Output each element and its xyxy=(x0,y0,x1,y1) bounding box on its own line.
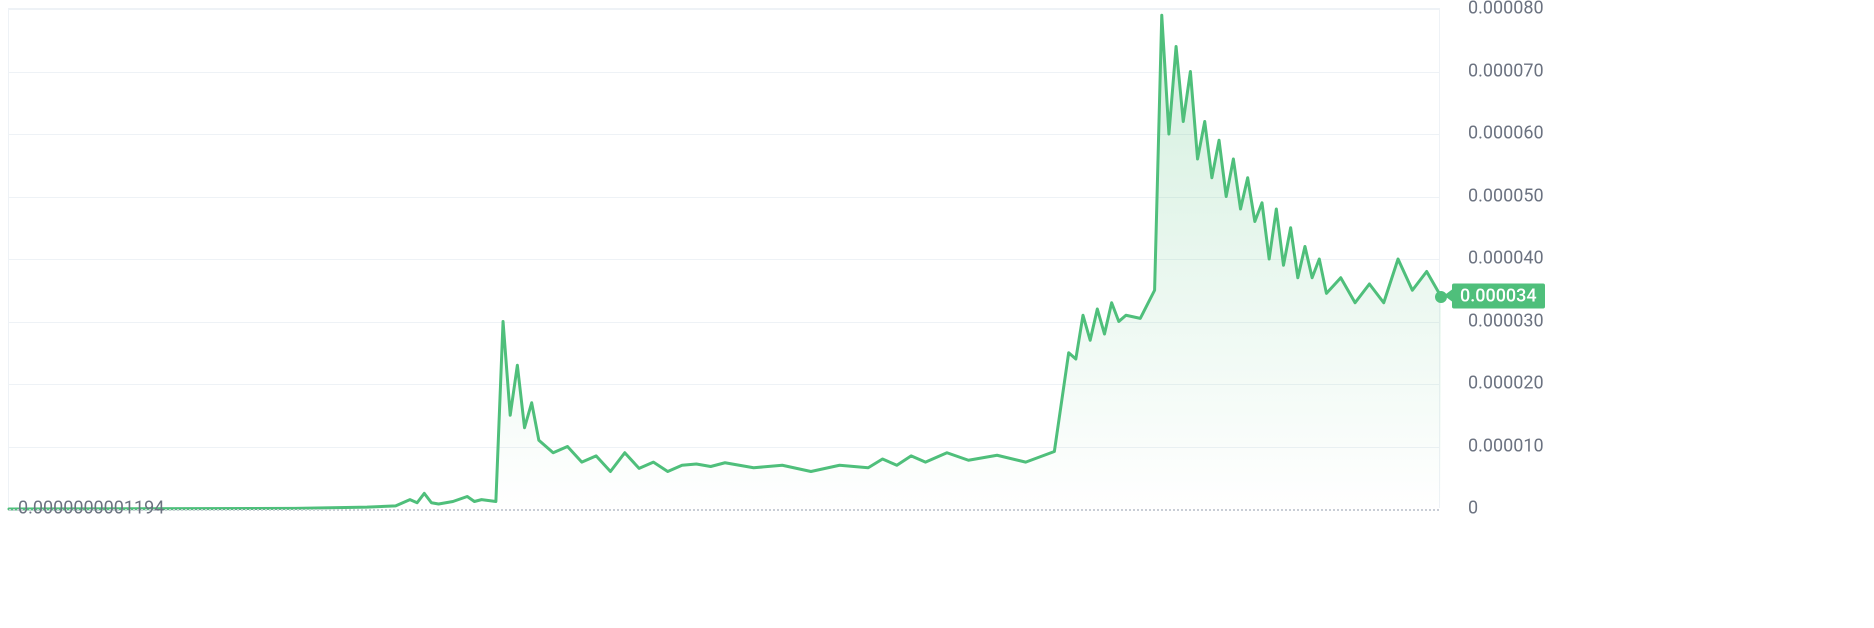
y-axis-tick-label: 0.000010 xyxy=(1468,435,1544,456)
start-value-label: 0.0000000001194 xyxy=(18,498,164,519)
y-axis-tick-label: 0 xyxy=(1468,498,1478,519)
y-axis-tick-label: 0.000050 xyxy=(1468,185,1544,206)
y-axis-tick-label: 0.000030 xyxy=(1468,310,1544,331)
y-axis-tick-label: 0.000040 xyxy=(1468,248,1544,269)
price-series xyxy=(9,9,1441,509)
y-axis-tick-label: 0.000060 xyxy=(1468,123,1544,144)
baseline-dotted xyxy=(9,509,1439,511)
price-chart[interactable]: 0 0.000010 0.000020 0.000030 0.000040 0.00005… xyxy=(0,0,1874,628)
current-value-pill: 0.000034 xyxy=(1452,283,1545,308)
y-axis-tick-label: 0.000020 xyxy=(1468,373,1544,394)
y-axis-tick-label: 0.000070 xyxy=(1468,60,1544,81)
chart-plot-area[interactable] xyxy=(8,8,1440,508)
y-axis-tick-label: 0.000080 xyxy=(1468,0,1544,19)
current-value-text: 0.000034 xyxy=(1460,285,1537,306)
